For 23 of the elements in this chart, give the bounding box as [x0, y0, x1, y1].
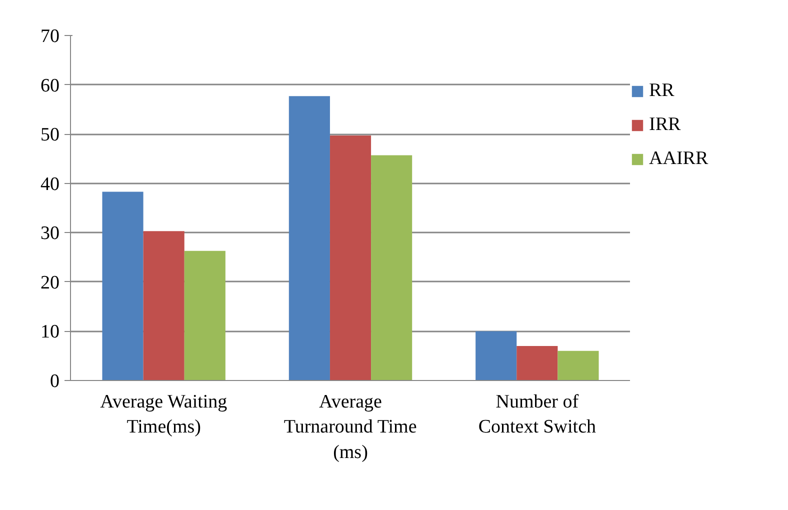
y-tick-label: 40 [40, 174, 60, 195]
y-tick-label: 30 [40, 223, 60, 244]
legend-label: AAIRR [649, 148, 708, 170]
y-tick-label: 50 [40, 124, 60, 146]
y-tick-label: 20 [40, 272, 60, 294]
bar [288, 96, 330, 380]
legend-label: RR [649, 80, 674, 102]
bar [476, 331, 517, 380]
bar [102, 192, 144, 380]
bar [184, 250, 226, 380]
y-tick-label: 60 [40, 75, 60, 96]
bar [330, 136, 372, 380]
y-tick-label: 0 [50, 371, 60, 392]
y-tick-label: 70 [40, 26, 60, 47]
x-tick-label: Average Waiting Time(ms) [100, 392, 228, 438]
y-tick-label: 10 [40, 322, 60, 343]
bar [516, 346, 558, 380]
legend-label: IRR [649, 114, 681, 136]
x-tick-label: Average Turnaround Time (ms) [284, 392, 417, 463]
x-tick-label: Number of Context Switch [478, 392, 597, 438]
bar [143, 231, 184, 380]
bar [558, 350, 599, 380]
bar [371, 155, 412, 380]
